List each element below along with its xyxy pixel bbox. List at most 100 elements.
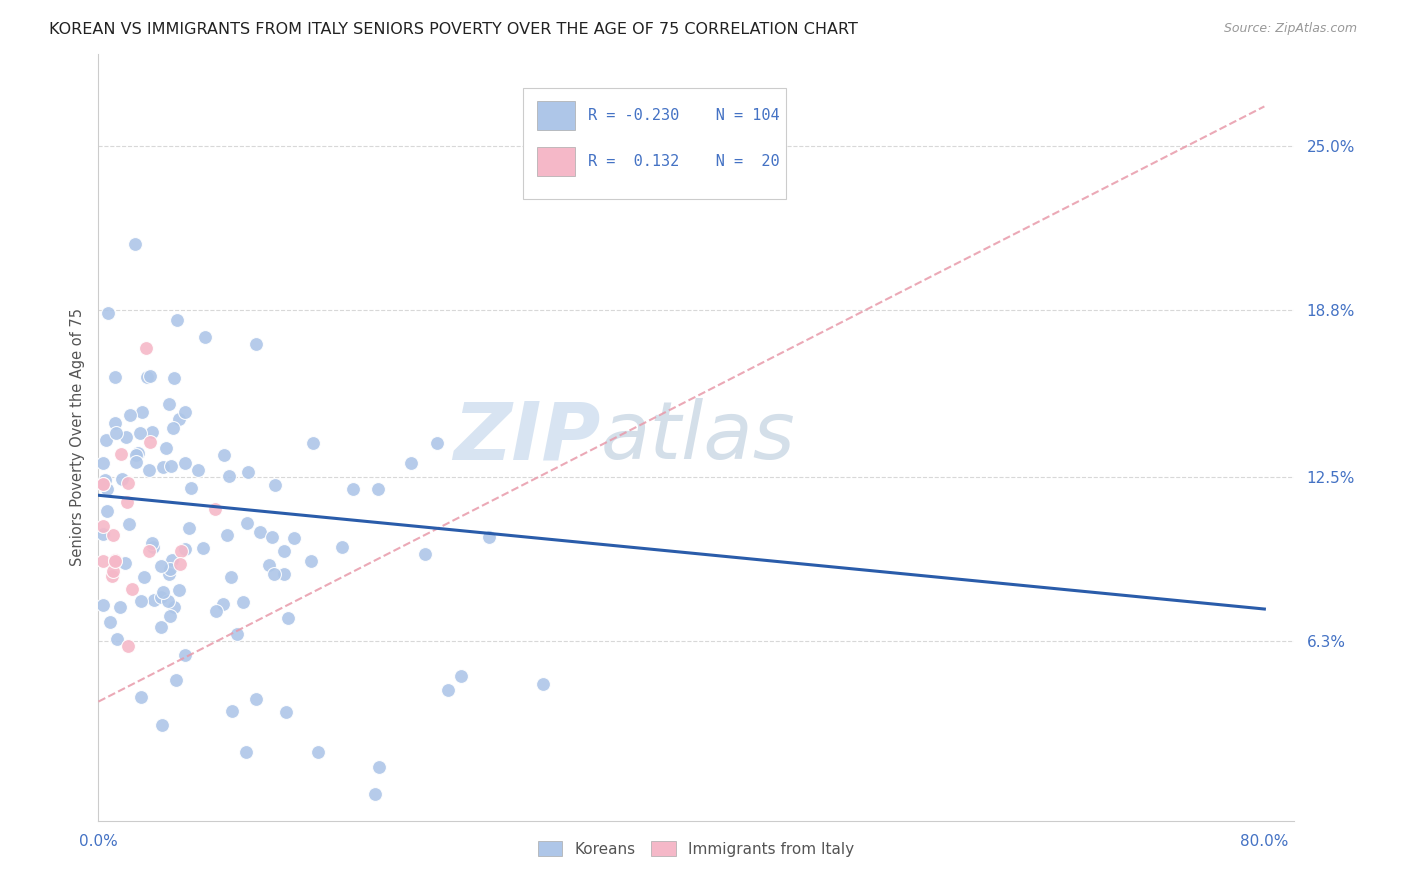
Point <box>450 669 472 683</box>
Point <box>531 677 554 691</box>
Point <box>169 583 191 598</box>
Point <box>103 527 125 541</box>
Point <box>104 426 127 441</box>
Legend: Koreans, Immigrants from Italy: Koreans, Immigrants from Italy <box>531 835 860 863</box>
Point <box>437 682 460 697</box>
Point <box>149 559 172 574</box>
Point <box>226 626 249 640</box>
Point <box>162 421 184 435</box>
Point <box>104 416 127 430</box>
Point <box>166 313 188 327</box>
Point <box>173 648 195 662</box>
Point <box>299 554 322 568</box>
Point <box>149 620 172 634</box>
Point <box>212 597 235 611</box>
Point <box>413 547 436 561</box>
Point <box>367 483 389 497</box>
Point <box>125 455 148 469</box>
Bar <box>537 101 575 130</box>
Point <box>169 544 191 558</box>
Point <box>131 690 153 705</box>
Point <box>167 412 190 426</box>
Point <box>276 705 298 719</box>
Point <box>235 745 257 759</box>
Point <box>141 425 163 439</box>
Point <box>129 425 152 440</box>
Point <box>127 446 149 460</box>
FancyBboxPatch shape <box>523 88 786 199</box>
Point <box>342 482 364 496</box>
Point <box>91 598 114 612</box>
Point <box>105 632 128 647</box>
Bar <box>537 147 575 177</box>
Point <box>96 482 118 496</box>
Point <box>283 531 305 545</box>
Point <box>117 639 139 653</box>
Point <box>245 337 267 351</box>
Point <box>157 396 180 410</box>
Point <box>101 564 124 578</box>
Point <box>101 568 124 582</box>
Point <box>134 570 156 584</box>
Text: atlas: atlas <box>600 398 796 476</box>
Point <box>165 673 187 688</box>
Y-axis label: Seniors Poverty Over the Age of 75: Seniors Poverty Over the Age of 75 <box>69 308 84 566</box>
Text: Source: ZipAtlas.com: Source: ZipAtlas.com <box>1223 22 1357 36</box>
Point <box>91 526 114 541</box>
Point <box>131 594 153 608</box>
Point <box>302 436 325 450</box>
Point <box>152 717 174 731</box>
Point <box>262 530 284 544</box>
Point <box>159 562 181 576</box>
Point <box>97 306 120 320</box>
Point <box>94 473 117 487</box>
Point <box>111 472 134 486</box>
Point <box>307 745 329 759</box>
Point <box>219 570 242 584</box>
Point <box>138 544 160 558</box>
Point <box>238 465 260 479</box>
Point <box>212 448 235 462</box>
Point <box>180 481 202 495</box>
Point <box>135 341 157 355</box>
Point <box>117 476 139 491</box>
Point <box>115 495 138 509</box>
Point <box>115 430 138 444</box>
Point <box>108 600 131 615</box>
Point <box>91 554 114 568</box>
Point <box>264 478 287 492</box>
Point <box>191 541 214 555</box>
Point <box>163 600 186 615</box>
Point <box>426 436 449 450</box>
Point <box>141 536 163 550</box>
Point <box>98 615 121 629</box>
Point <box>204 604 226 618</box>
Point <box>152 584 174 599</box>
Point <box>218 469 240 483</box>
Point <box>217 528 239 542</box>
Point <box>173 405 195 419</box>
Point <box>121 582 143 597</box>
Point <box>124 237 146 252</box>
Point <box>245 692 267 706</box>
Point <box>152 459 174 474</box>
Point <box>118 409 141 423</box>
Point <box>363 787 385 801</box>
Point <box>263 566 285 581</box>
Point <box>221 704 243 718</box>
Point <box>169 557 191 571</box>
Point <box>163 370 186 384</box>
Point <box>143 593 166 607</box>
Point <box>249 525 271 540</box>
Point <box>149 591 172 605</box>
Point <box>125 449 148 463</box>
Point <box>91 518 114 533</box>
Point <box>273 566 295 581</box>
Point <box>399 456 422 470</box>
Point <box>142 540 165 554</box>
Text: ZIP: ZIP <box>453 398 600 476</box>
Point <box>277 611 299 625</box>
Point <box>96 504 118 518</box>
Point <box>131 405 153 419</box>
Point <box>118 517 141 532</box>
